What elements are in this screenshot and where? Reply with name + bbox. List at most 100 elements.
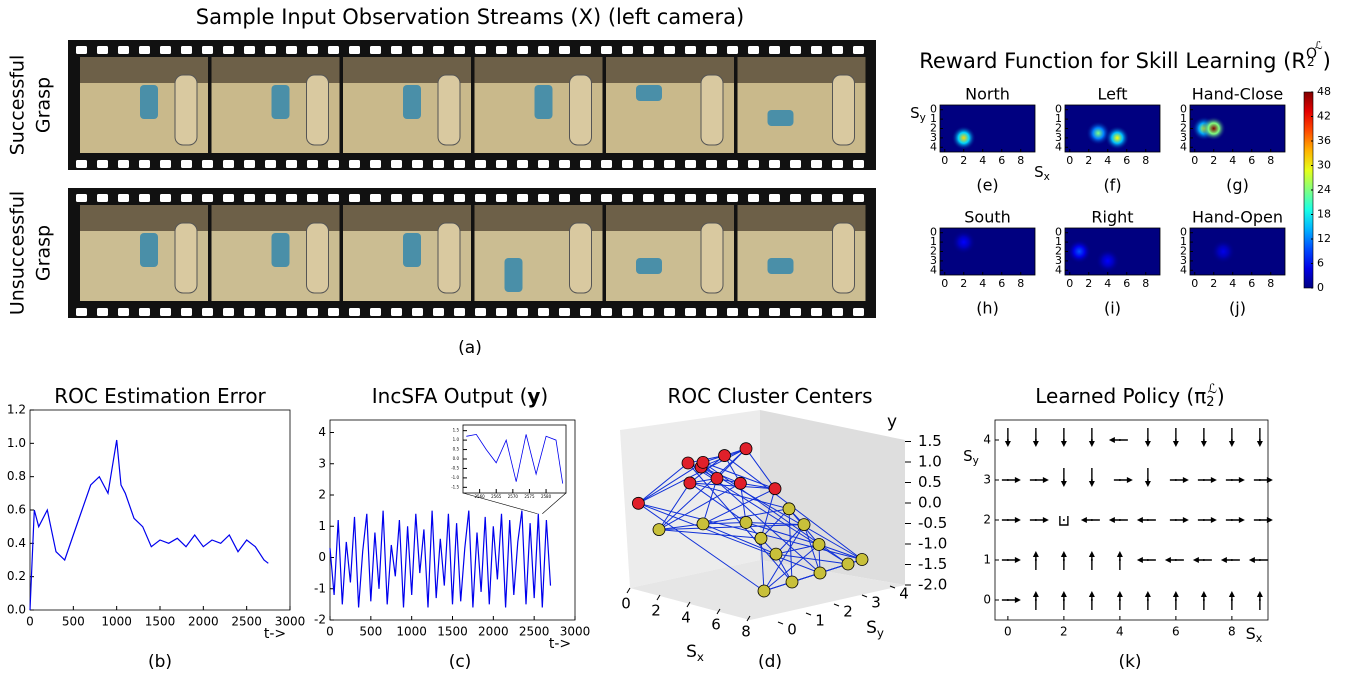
- caption: (j): [1229, 299, 1246, 318]
- arrow-head: [1201, 591, 1207, 597]
- film-hole: [76, 194, 87, 202]
- arrow-head: [1043, 517, 1049, 523]
- arrow-head: [1173, 591, 1179, 597]
- film-hole: [790, 46, 801, 54]
- colorbar-tick-label: 18: [1317, 208, 1331, 221]
- y-tick-label: 4: [1180, 263, 1187, 276]
- film-hole: [643, 46, 654, 54]
- film-hole: [475, 308, 486, 316]
- film-hole: [601, 194, 612, 202]
- film-hole: [412, 46, 423, 54]
- film-hole: [160, 308, 171, 316]
- film-hole: [853, 46, 864, 54]
- arrow-head: [1221, 557, 1227, 563]
- y-tick-label: 0: [318, 550, 326, 564]
- film-hole: [223, 46, 234, 54]
- z-tick-label: -0.5: [918, 514, 947, 532]
- robot-hand: [438, 223, 460, 293]
- film-hole: [622, 194, 633, 202]
- film-hole: [727, 308, 738, 316]
- film-hole: [286, 308, 297, 316]
- cup: [140, 85, 158, 119]
- arrow-head: [1043, 477, 1049, 483]
- film-hole: [811, 194, 822, 202]
- x-tick-label: 4: [979, 154, 986, 167]
- x-tick-label: 4: [1104, 154, 1111, 167]
- film-hole: [181, 194, 192, 202]
- film-hole: [496, 160, 507, 168]
- film-hole: [580, 308, 591, 316]
- x-tick-label: 0: [621, 595, 631, 613]
- cluster-center: [734, 477, 746, 489]
- film-hole: [475, 46, 486, 54]
- arrow-head: [1117, 591, 1123, 597]
- heat-spot: [1096, 249, 1120, 273]
- y-tick-label: 1.5: [453, 428, 460, 433]
- y-tick-label: 0.4: [7, 536, 26, 550]
- film-hole: [391, 194, 402, 202]
- film-hole: [685, 308, 696, 316]
- arrow-head: [1127, 477, 1133, 483]
- tick: [778, 622, 783, 624]
- arrow-head: [1015, 477, 1021, 483]
- cup: [636, 258, 662, 274]
- film-hole: [559, 46, 570, 54]
- y-tick-label: 1.0: [7, 436, 26, 450]
- film-hole: [244, 308, 255, 316]
- arrow-head: [1211, 477, 1217, 483]
- colorbar-tick-label: 6: [1317, 257, 1324, 270]
- y-tick-label: -1: [314, 581, 326, 595]
- tick: [806, 613, 811, 615]
- robot-hand: [438, 75, 460, 145]
- film-hole: [139, 160, 150, 168]
- x-tick-label: 1500: [437, 625, 468, 639]
- y-tick-label: 4: [318, 425, 326, 439]
- panel-title: IncSFA Output (y): [372, 384, 548, 408]
- x-tick-label: 2: [1210, 154, 1217, 167]
- film-hole: [412, 160, 423, 168]
- top-title: Sample Input Observation Streams (X) (le…: [196, 5, 744, 29]
- caption: (a): [458, 338, 482, 358]
- y-tick-label: 0: [983, 593, 991, 607]
- cluster-center: [769, 483, 781, 495]
- panel-title: ROC Estimation Error: [54, 384, 266, 408]
- x-tick-label: 8: [1228, 625, 1236, 639]
- film-hole: [601, 308, 612, 316]
- caption: (e): [976, 176, 998, 195]
- x-tick-label: 6: [1123, 277, 1130, 290]
- row-label: Successful: [7, 55, 29, 156]
- film-hole: [265, 46, 276, 54]
- z-tick-label: 0.0: [918, 494, 942, 512]
- film-hole: [139, 194, 150, 202]
- robot-hand: [833, 223, 855, 293]
- arrow-head: [1173, 441, 1179, 447]
- film-hole: [790, 160, 801, 168]
- film-hole: [223, 194, 234, 202]
- film-hole: [328, 160, 339, 168]
- film-hole: [97, 308, 108, 316]
- row-label: Grasp: [33, 77, 55, 133]
- arrow-head: [1145, 481, 1151, 487]
- arrow-head: [1193, 557, 1199, 563]
- film-hole: [202, 308, 213, 316]
- film-hole: [391, 308, 402, 316]
- film-hole: [706, 308, 717, 316]
- arrow-head: [1033, 591, 1039, 597]
- cluster-center: [653, 524, 665, 536]
- x-tick-label: 2: [960, 277, 967, 290]
- y-tick-label: 4: [1055, 140, 1062, 153]
- x-tick-label: 8: [1267, 154, 1274, 167]
- row-label: Unsuccessful: [7, 191, 29, 315]
- colorbar-tick-label: 42: [1317, 110, 1331, 123]
- arrow-head: [1089, 481, 1095, 487]
- film-hole: [769, 194, 780, 202]
- y-tick-label: 2: [843, 603, 853, 621]
- film-hole: [622, 46, 633, 54]
- film-hole: [160, 46, 171, 54]
- x-tick-label: 4: [1229, 277, 1236, 290]
- caption: (b): [148, 652, 172, 672]
- arrow-head: [1145, 591, 1151, 597]
- arrow-head: [1267, 477, 1273, 483]
- x-tick-label: 4: [979, 277, 986, 290]
- caption: (f): [1103, 176, 1121, 195]
